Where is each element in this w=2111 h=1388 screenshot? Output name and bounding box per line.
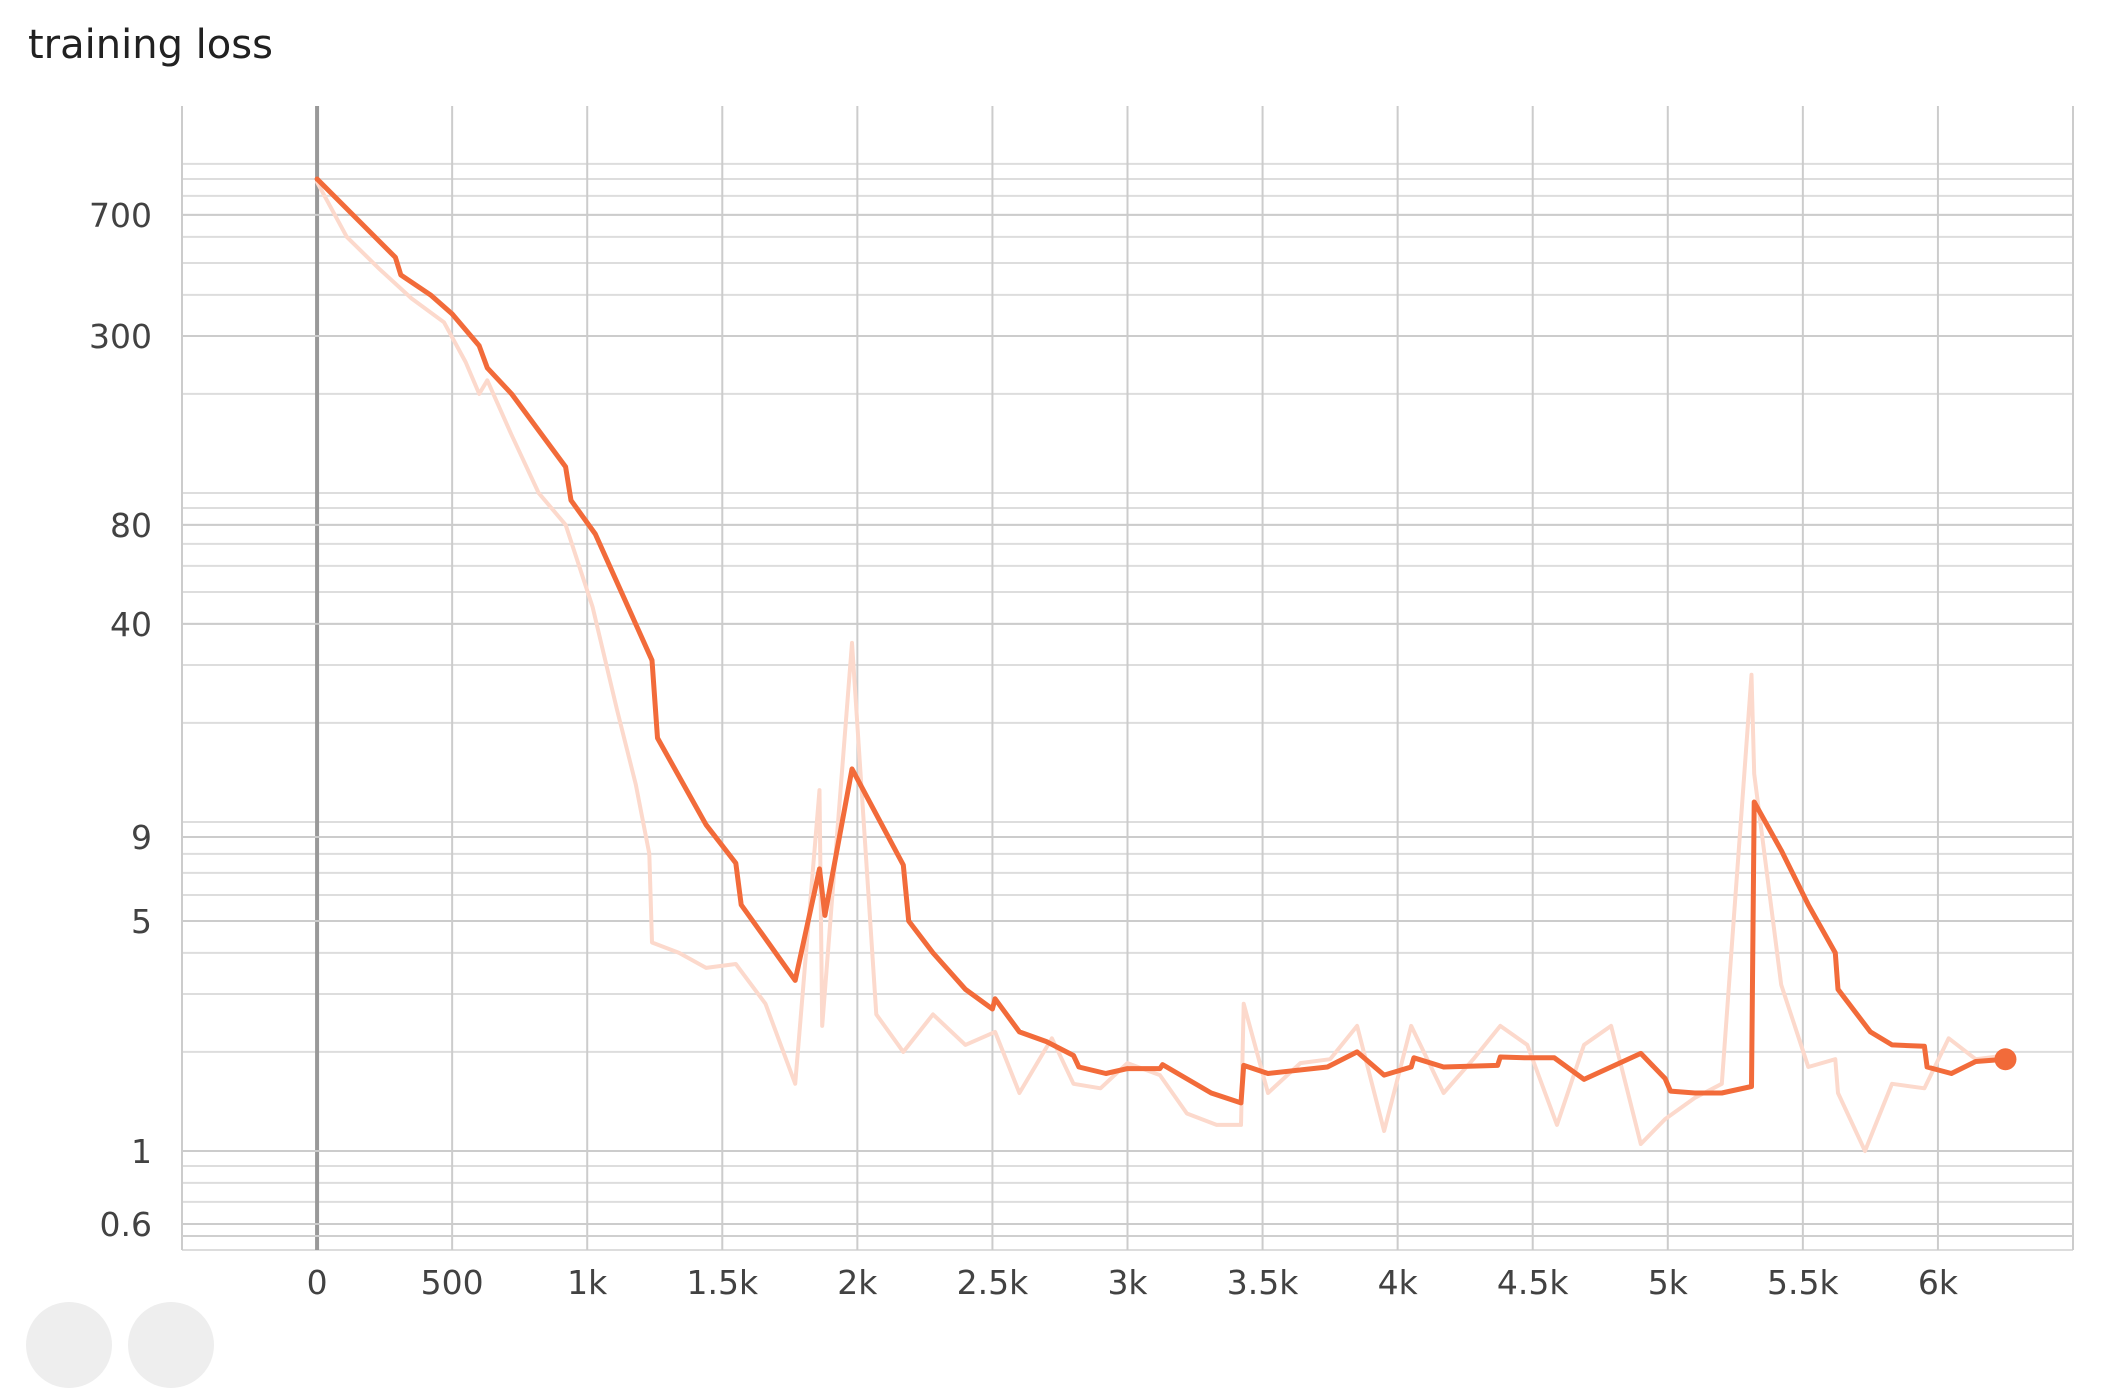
bottom-control-circle[interactable]: [128, 1302, 214, 1388]
y-tick-label: 300: [89, 317, 152, 356]
series-layer: [314, 176, 2017, 1153]
smoothed-loss-line: [314, 176, 2008, 1106]
chart-area: 0 500 1k 1.5k 2k 2.5k 3k 3.5k 4k 4.5k 5k 5.5k 6k 0.6…: [89, 106, 2074, 1302]
y-tick-label: 1: [131, 1132, 152, 1171]
y-tick-label: 9: [131, 818, 152, 857]
x-tick-label: 5k: [1648, 1263, 1689, 1302]
x-tick-label: 5.5k: [1767, 1263, 1839, 1302]
y-axis-ticks: 0.6 1 5 9 40 80 300 700: [89, 196, 152, 1244]
x-axis-ticks: 0 500 1k 1.5k 2k 2.5k 3k 3.5k 4k 4.5k 5k 5.5k 6k: [307, 1263, 1959, 1302]
y-tick-label: 0.6: [100, 1205, 152, 1244]
x-tick-label: 0: [307, 1263, 328, 1302]
y-tick-label: 80: [110, 506, 152, 545]
x-tick-label: 2k: [837, 1263, 878, 1302]
major-grid: [181, 106, 2074, 1250]
chart-title: training loss: [28, 22, 273, 68]
y-tick-label: 5: [131, 902, 152, 941]
x-tick-label: 3k: [1107, 1263, 1148, 1302]
bottom-control-circle[interactable]: [26, 1302, 112, 1388]
y-tick-label: 40: [110, 605, 152, 644]
x-tick-label: 500: [421, 1263, 484, 1302]
last-point-marker: [1994, 1048, 2017, 1071]
x-tick-label: 3.5k: [1227, 1263, 1299, 1302]
x-tick-label: 4k: [1378, 1263, 1419, 1302]
x-tick-label: 1.5k: [686, 1263, 758, 1302]
x-tick-label: 4.5k: [1497, 1263, 1569, 1302]
x-tick-label: 6k: [1918, 1263, 1959, 1302]
x-tick-label: 1k: [567, 1263, 608, 1302]
y-tick-label: 700: [89, 196, 152, 235]
x-tick-label: 2.5k: [957, 1263, 1029, 1302]
